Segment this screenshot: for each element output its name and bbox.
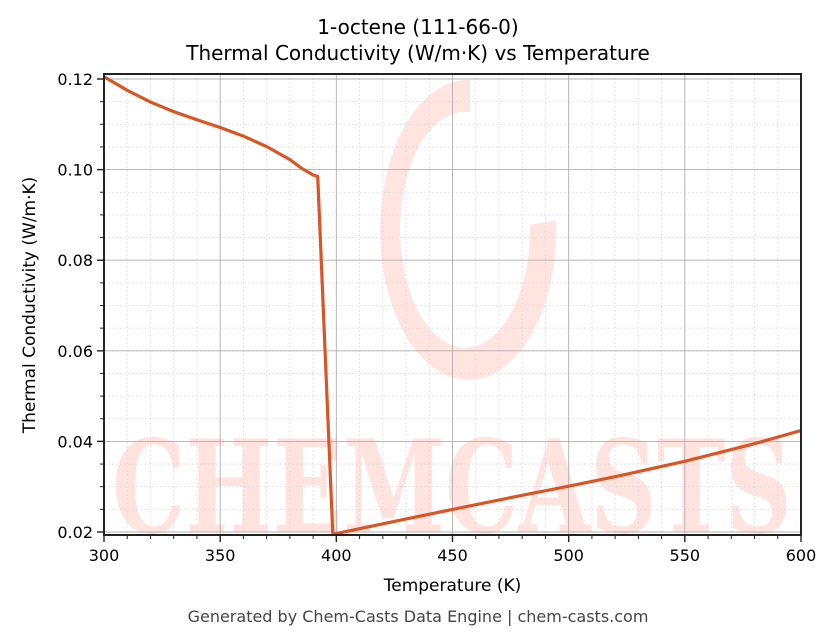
x-tick-label: 300 bbox=[89, 546, 120, 565]
data-line bbox=[103, 75, 802, 537]
x-tick-label: 600 bbox=[786, 546, 817, 565]
y-tick-label: 0.12 bbox=[57, 70, 93, 89]
y-tick-label: 0.08 bbox=[57, 251, 93, 270]
x-tick-label: 450 bbox=[437, 546, 468, 565]
major-grid bbox=[103, 74, 802, 535]
footer-credit: Generated by Chem-Casts Data Engine | ch… bbox=[187, 607, 649, 626]
chart-title: 1-octene (111-66-0) bbox=[317, 15, 519, 39]
y-tick-label: 0.10 bbox=[57, 161, 93, 180]
tick-labels: 300 350 400 450 500 550 600 0.02 0.04 0.06 0.08 0.1… bbox=[57, 70, 816, 565]
x-tick-label: 350 bbox=[205, 546, 236, 565]
x-tick-label: 500 bbox=[553, 546, 584, 565]
axis-ticks bbox=[97, 78, 802, 542]
y-tick-label: 0.02 bbox=[57, 523, 93, 542]
y-tick-label: 0.06 bbox=[57, 342, 93, 361]
y-tick-label: 0.04 bbox=[57, 432, 93, 451]
x-axis-label: Temperature (K) bbox=[383, 576, 522, 596]
x-tick-label: 550 bbox=[670, 546, 701, 565]
y-axis-label: Thermal Conductivity (W/m·K) bbox=[20, 176, 40, 434]
chart-subtitle: Thermal Conductivity (W/m·K) vs Temperat… bbox=[186, 41, 650, 65]
x-tick-label: 400 bbox=[321, 546, 352, 565]
watermark-logo: CHEMCASTS bbox=[112, 79, 792, 563]
